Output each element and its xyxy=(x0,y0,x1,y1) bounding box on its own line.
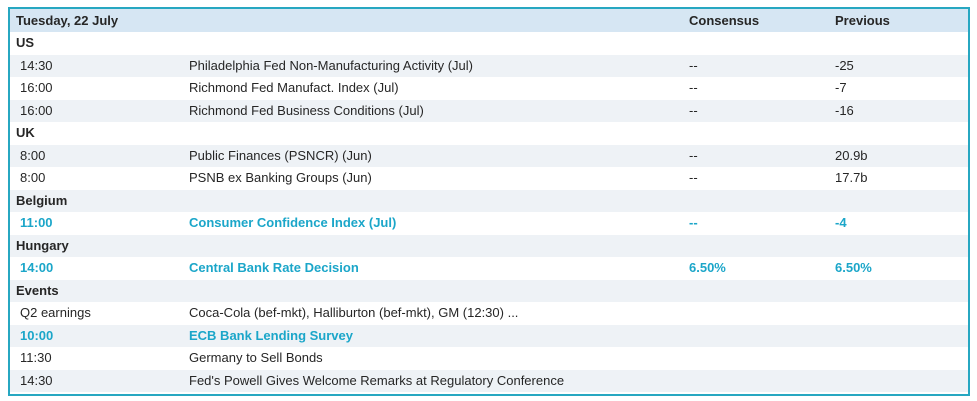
section-header-uk: UK xyxy=(10,122,968,145)
section-header-belgium: Belgium xyxy=(10,189,968,212)
row-consensus: -- xyxy=(689,147,698,163)
row-consensus: -- xyxy=(689,80,698,95)
row-consensus: 6.50% xyxy=(689,260,726,275)
row-event: Central Bank Rate Decision xyxy=(189,260,359,275)
section-label: Hungary xyxy=(16,237,69,253)
row-time: 11:00 xyxy=(20,215,53,230)
row-event: Coca-Cola (bef-mkt), Halliburton (bef-mk… xyxy=(189,305,519,320)
date-header: Tuesday, 22 July xyxy=(16,13,119,28)
row-previous: 20.9b xyxy=(835,147,868,163)
row-time: 14:30 xyxy=(20,57,53,73)
row-event: Fed's Powell Gives Welcome Remarks at Re… xyxy=(189,372,565,388)
row-time: 16:00 xyxy=(20,102,53,118)
row-previous: 6.50% xyxy=(835,260,872,275)
row-time: 14:30 xyxy=(20,372,53,388)
section-label: Events xyxy=(16,282,59,298)
row-previous: -16 xyxy=(835,102,854,118)
table-header-row: Tuesday, 22 July Consensus Previous xyxy=(10,9,968,32)
table-row: 8:00 PSNB ex Banking Groups (Jun) -- 17.… xyxy=(10,167,968,190)
row-event: Richmond Fed Business Conditions (Jul) xyxy=(189,102,424,118)
consensus-column-header: Consensus xyxy=(689,13,760,28)
row-time: 8:00 xyxy=(20,170,46,185)
row-consensus: -- xyxy=(689,170,698,185)
row-event: Consumer Confidence Index (Jul) xyxy=(189,215,397,230)
row-previous: -4 xyxy=(835,215,847,230)
row-time: 16:00 xyxy=(20,80,53,95)
row-event: ECB Bank Lending Survey xyxy=(189,327,353,343)
row-previous: -7 xyxy=(835,80,847,95)
section-label: Belgium xyxy=(16,192,68,208)
row-event: PSNB ex Banking Groups (Jun) xyxy=(189,170,372,185)
section-header-events: Events xyxy=(10,279,968,302)
table-row: Q2 earnings Coca-Cola (bef-mkt), Hallibu… xyxy=(10,302,968,325)
row-time: 11:30 xyxy=(20,350,52,365)
table-row: 8:00 Public Finances (PSNCR) (Jun) -- 20… xyxy=(10,144,968,167)
row-consensus: -- xyxy=(689,57,698,73)
row-time: Q2 earnings xyxy=(20,305,91,320)
section-label: UK xyxy=(16,125,35,140)
section-header-us: US xyxy=(10,32,968,55)
table-row: 16:00 Richmond Fed Business Conditions (… xyxy=(10,99,968,122)
table-row: 11:30 Germany to Sell Bonds xyxy=(10,347,968,370)
row-event: Germany to Sell Bonds xyxy=(189,350,323,365)
table-row-highlighted: 10:00 ECB Bank Lending Survey xyxy=(10,324,968,347)
table-row: 14:30 Fed's Powell Gives Welcome Remarks… xyxy=(10,369,968,392)
row-event: Richmond Fed Manufact. Index (Jul) xyxy=(189,80,399,95)
economic-calendar-table: Tuesday, 22 July Consensus Previous US 1… xyxy=(8,7,970,396)
row-previous: -25 xyxy=(835,57,854,73)
table-row-highlighted: 14:00 Central Bank Rate Decision 6.50% 6… xyxy=(10,257,968,280)
row-previous: 17.7b xyxy=(835,170,868,185)
row-event: Public Finances (PSNCR) (Jun) xyxy=(189,147,372,163)
row-time: 14:00 xyxy=(20,260,54,275)
row-event: Philadelphia Fed Non-Manufacturing Activ… xyxy=(189,57,473,73)
row-time: 10:00 xyxy=(20,327,54,343)
table-row-highlighted: 11:00 Consumer Confidence Index (Jul) --… xyxy=(10,212,968,235)
table-row: 14:30 Philadelphia Fed Non-Manufacturing… xyxy=(10,54,968,77)
section-label: US xyxy=(16,35,35,50)
previous-column-header: Previous xyxy=(835,13,890,28)
table-row: 16:00 Richmond Fed Manufact. Index (Jul)… xyxy=(10,77,968,100)
section-header-hungary: Hungary xyxy=(10,234,968,257)
row-consensus: -- xyxy=(689,102,698,118)
row-consensus: -- xyxy=(689,215,698,230)
row-time: 8:00 xyxy=(20,147,46,163)
